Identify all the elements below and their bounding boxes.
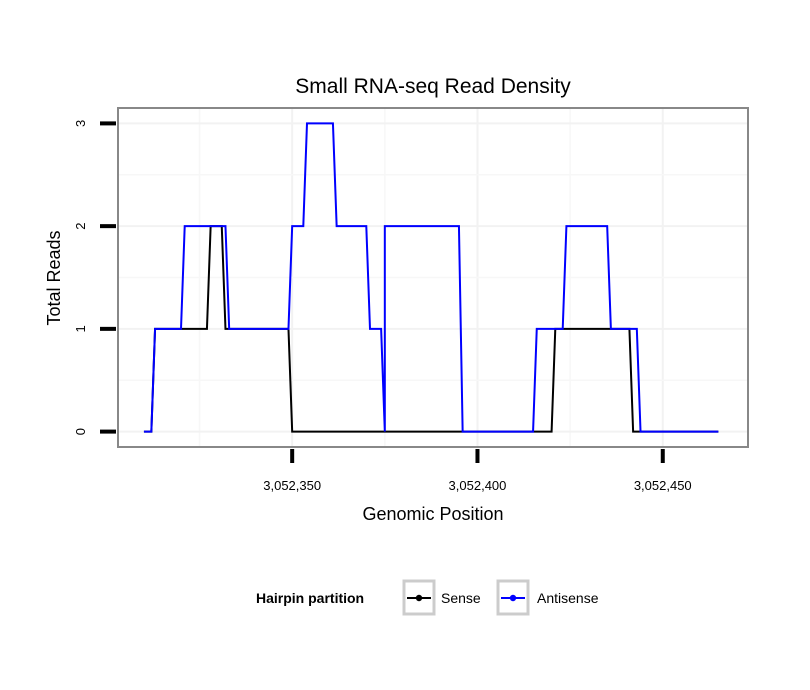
y-tick-label: 0 [73,428,88,435]
legend-item-sense: Sense [402,579,481,616]
y-tick-label: 2 [73,223,88,230]
y-axis-title: Total Reads [44,230,64,325]
legend-item-antisense: Antisense [496,579,599,616]
legend-key-antisense-marker [509,594,517,602]
legend-title: Hairpin partition [256,590,364,606]
legend-label-sense: Sense [441,590,481,606]
series-layer [143,122,719,433]
x-axis-title: Genomic Position [362,504,503,524]
x-axis: 3,052,350 3,052,400 3,052,450 [263,449,692,493]
chart-title: Small RNA-seq Read Density [295,75,571,98]
x-tick-label: 3,052,450 [634,478,692,493]
legend-label-antisense: Antisense [537,590,599,606]
series-line-antisense [143,122,719,433]
x-tick-label: 3,052,400 [449,478,507,493]
y-axis: 0 1 2 3 [73,120,116,435]
legend: Hairpin partition Sense Antisense [256,579,599,616]
plot-panel [117,107,749,448]
legend-key-sense-marker [415,594,423,602]
x-tick-label: 3,052,350 [263,478,321,493]
y-tick-label: 3 [73,120,88,127]
y-tick-label: 1 [73,325,88,332]
